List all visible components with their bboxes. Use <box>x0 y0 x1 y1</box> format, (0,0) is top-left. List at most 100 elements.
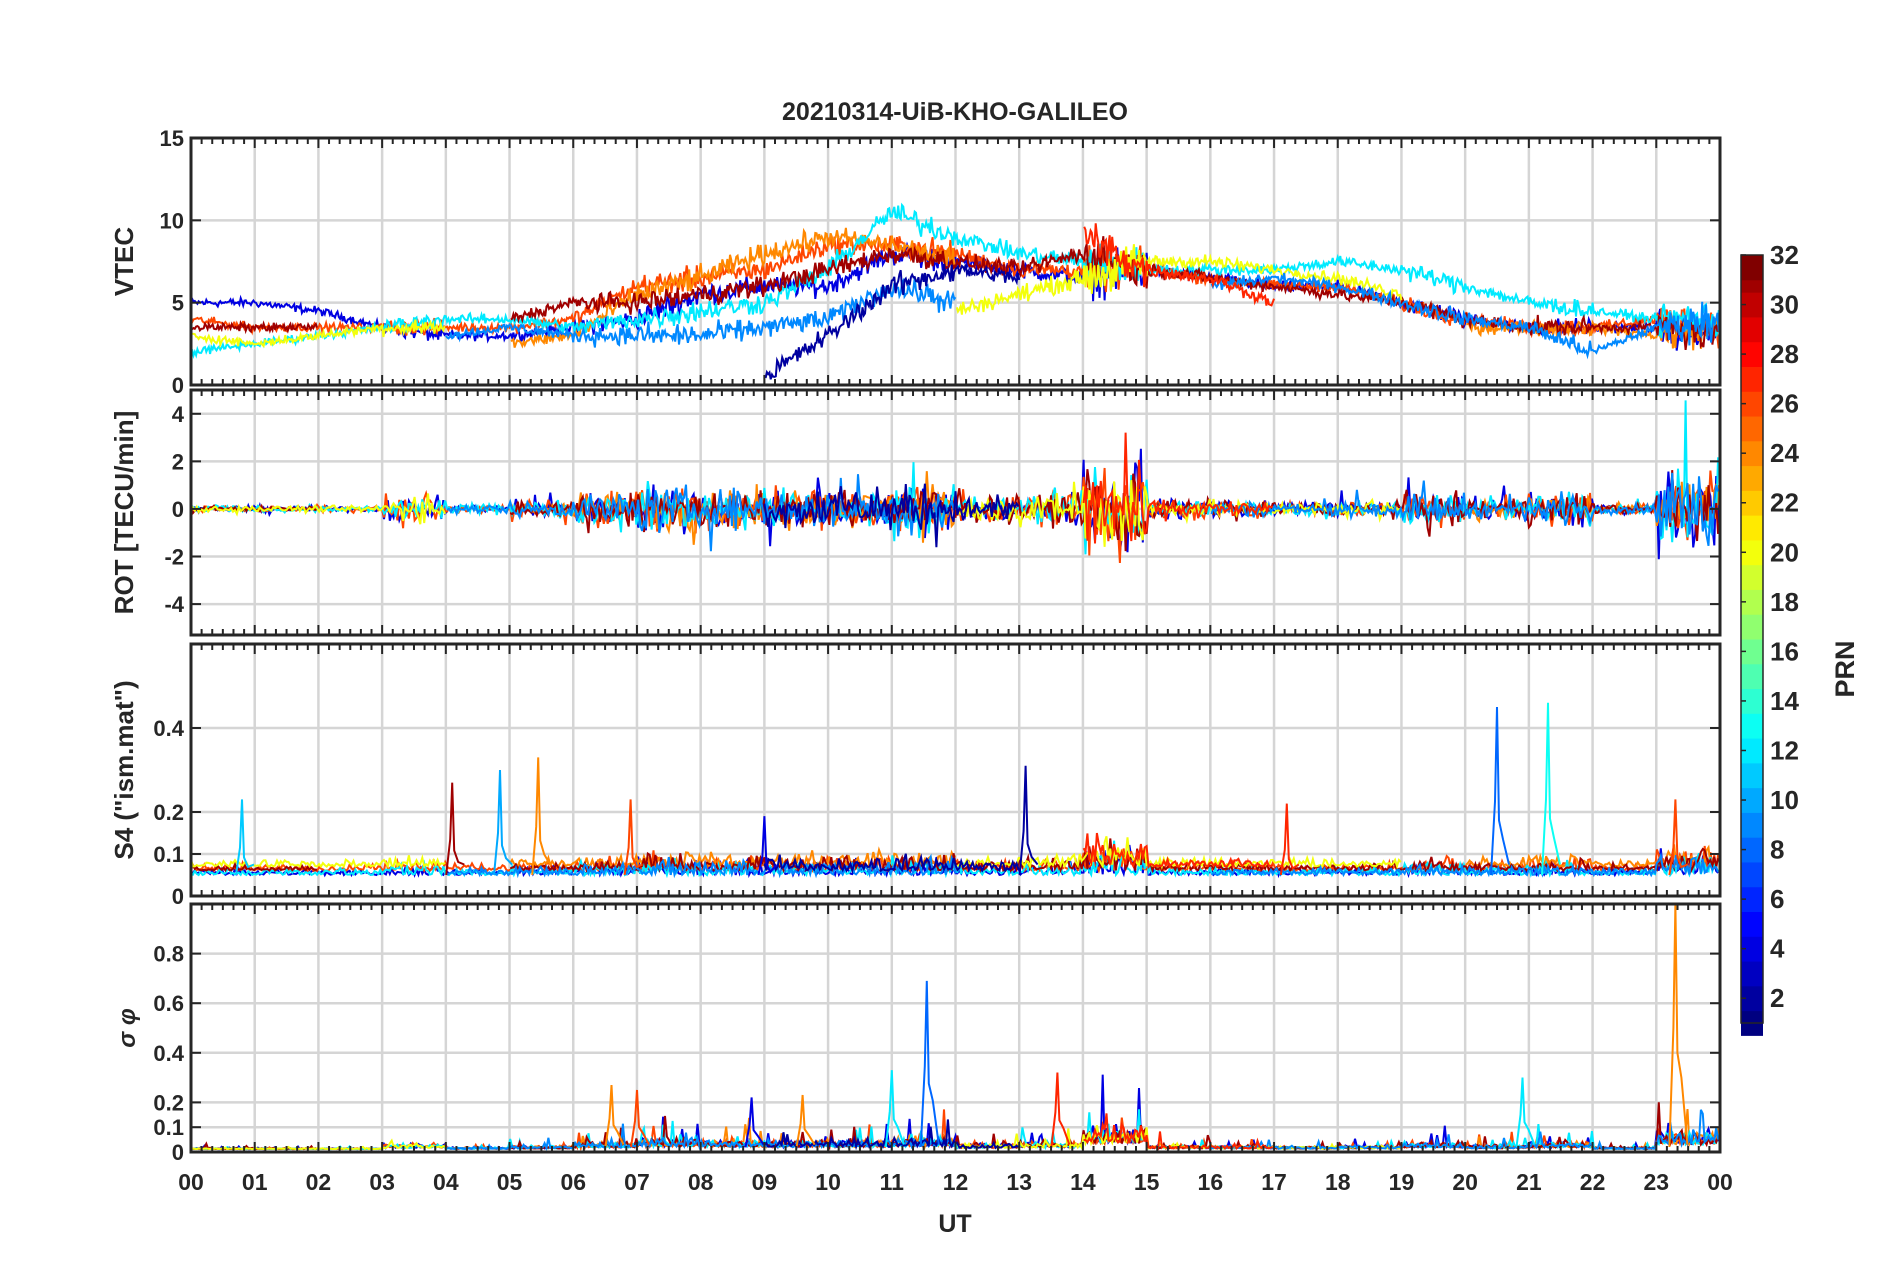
colorbar-tick-label: 14 <box>1770 686 1799 716</box>
series-prn-27 <box>1082 832 1274 870</box>
spike-prn-24 <box>531 757 552 876</box>
y-axis-label-rot: ROT [TECU/min] <box>109 411 139 615</box>
colorbar-swatch <box>1741 811 1763 838</box>
colorbar-swatch <box>1741 316 1763 343</box>
series-prn-27 <box>1082 432 1274 544</box>
x-tick-label: 18 <box>1325 1169 1351 1195</box>
y-axis-label-sigma: σ φ <box>114 1008 141 1048</box>
x-tick-label: 19 <box>1389 1169 1415 1195</box>
series-prn-2 <box>763 853 1020 875</box>
colorbar-swatch <box>1741 588 1763 615</box>
colorbar-tick-label: 32 <box>1770 240 1799 270</box>
colorbar-swatch <box>1741 911 1763 937</box>
panel-rot: -4 -2 0 2 4 ROT [TECU/min] <box>109 388 1722 637</box>
y-tick-label: 0.4 <box>153 716 184 741</box>
x-tick-label: 09 <box>752 1169 778 1195</box>
colorbar-tick-label: 24 <box>1770 438 1799 468</box>
x-tick-label: 23 <box>1643 1169 1669 1195</box>
x-tick-label: 02 <box>306 1169 332 1195</box>
y-tick-label: 0.6 <box>153 991 184 1016</box>
spike-prn-2 <box>1018 765 1039 876</box>
spike-prn-13 <box>1541 702 1561 876</box>
colorbar-swatch <box>1741 787 1763 813</box>
colorbar-swatch <box>1741 737 1763 764</box>
colorbar-tick-label: 20 <box>1770 537 1799 567</box>
colorbar-tick-label: 8 <box>1770 835 1784 865</box>
spike-prn-12 <box>1515 1077 1536 1148</box>
colorbar-frame <box>1740 254 1764 1024</box>
series-prn-9 <box>1210 852 1720 878</box>
spike-prn-26 <box>1668 799 1688 876</box>
panel-s4: 0 0.1 0.2 0.4 S4 ("ism.mat") <box>109 642 1722 909</box>
colorbar-swatch <box>1741 712 1763 739</box>
x-tick-label: 04 <box>433 1169 459 1195</box>
colorbar-swatch <box>1741 960 1763 987</box>
colorbar-tick-label: 28 <box>1770 339 1799 369</box>
y-tick-label: 0 <box>172 373 184 398</box>
spike-prn-24 <box>604 1084 625 1148</box>
x-tick-label: 13 <box>1006 1169 1032 1195</box>
colorbar-tick-label: 10 <box>1770 785 1799 815</box>
spike-prn-27 <box>1050 1072 1071 1148</box>
x-tick-label: 07 <box>624 1169 650 1195</box>
y-tick-label: 0.2 <box>153 1090 184 1115</box>
colorbar-swatch <box>1741 291 1763 318</box>
series-prn-20 <box>191 319 446 349</box>
colorbar-tick-label: 4 <box>1770 934 1785 964</box>
series-prn-24 <box>510 1117 957 1151</box>
series-prn-20 <box>955 244 1403 315</box>
series-prn-9 <box>1210 272 1720 360</box>
x-tick-label: 10 <box>815 1169 841 1195</box>
colorbar-swatch <box>1741 663 1763 690</box>
series-prn-20 <box>191 854 446 869</box>
colorbar-swatch <box>1741 613 1763 640</box>
colorbar-swatch <box>1741 465 1763 491</box>
spike-prn-31 <box>445 782 465 876</box>
spike-prn-10 <box>493 769 513 876</box>
spike-prn-24 <box>1668 904 1689 1148</box>
x-tick-label: 05 <box>497 1169 523 1195</box>
colorbar-label: PRN <box>1830 640 1860 697</box>
panel-vtec: 0 5 10 15 VTEC <box>109 126 1722 398</box>
colorbar-tick-label: 6 <box>1770 884 1784 914</box>
x-tick-label: 03 <box>369 1169 395 1195</box>
colorbar-tick-label: 22 <box>1770 488 1799 518</box>
x-tick-label: 14 <box>1070 1169 1096 1195</box>
colorbar-swatch <box>1741 341 1763 367</box>
x-axis-label: UT <box>938 1210 971 1238</box>
y-tick-label: 0.8 <box>153 942 184 967</box>
colorbar-swatch <box>1741 365 1763 392</box>
colorbar-tick-label: 12 <box>1770 735 1799 765</box>
colorbar-swatch <box>1741 564 1763 590</box>
y-tick-label: 0 <box>172 884 184 909</box>
spike-prn-4 <box>744 1097 765 1148</box>
x-tick-label: 00 <box>1707 1169 1733 1195</box>
series-group <box>191 702 1720 879</box>
colorbar-swatch <box>1741 836 1763 863</box>
y-tick-label: 10 <box>160 208 184 233</box>
series-prn-12 <box>191 202 1720 359</box>
x-tick-label: 16 <box>1198 1169 1224 1195</box>
series-prn-9 <box>445 277 957 348</box>
colorbar-tick-label: 16 <box>1770 636 1799 666</box>
x-tick-label: 01 <box>242 1169 268 1195</box>
colorbar-tick-label: 2 <box>1770 983 1784 1013</box>
spike-prn-24 <box>795 1094 816 1148</box>
series-prn-2 <box>764 263 1021 380</box>
y-tick-label: 0 <box>172 1140 184 1165</box>
y-tick-label: -2 <box>164 545 184 570</box>
x-tick-label: 08 <box>688 1169 714 1195</box>
y-tick-label: 0 <box>172 497 184 522</box>
y-tick-label: -4 <box>164 592 184 617</box>
chart-title: 20210314-UiB-KHO-GALILEO <box>782 98 1128 126</box>
y-tick-label: 0.4 <box>153 1041 184 1066</box>
colorbar-swatch <box>1741 886 1763 913</box>
x-tick-label: 06 <box>560 1169 586 1195</box>
colorbar-swatch <box>1741 390 1763 417</box>
y-axis-label-s4: S4 ("ism.mat") <box>109 680 139 859</box>
series-group <box>191 400 1720 564</box>
series-prn-27 <box>1083 223 1275 307</box>
x-tick-label: 00 <box>178 1169 204 1195</box>
colorbar-swatch <box>1741 638 1763 665</box>
y-tick-label: 0.2 <box>153 800 184 825</box>
